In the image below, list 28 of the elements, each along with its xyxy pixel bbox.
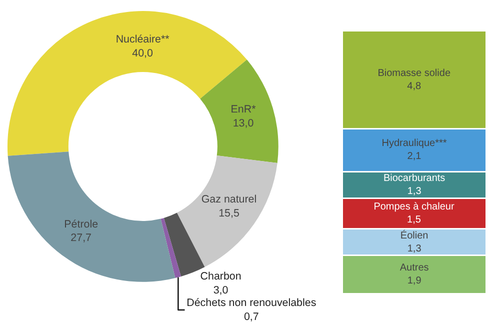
donut-slice (200, 60, 278, 163)
data-label: 27,7 (70, 232, 92, 244)
data-label: 13,0 (232, 118, 254, 130)
data-label: 15,5 (218, 207, 240, 220)
donut-slice (8, 152, 176, 282)
data-label: 1,9 (407, 276, 422, 287)
series-label: Autres (400, 262, 429, 274)
slice-label: Charbon (200, 270, 242, 283)
slice-label: Nucléaire** (116, 34, 170, 46)
series-label: Biomasse solide (378, 68, 451, 79)
slice-label: Gaz naturel (201, 194, 257, 206)
slice-label: Pétrole (64, 218, 98, 230)
data-label: 1,3 (407, 243, 422, 254)
data-label: 0,7 (244, 310, 259, 323)
series-label: Biocarburants (383, 172, 446, 184)
series-label: Hydraulique*** (382, 138, 447, 150)
data-label: 1,3 (407, 186, 422, 197)
series-label: Éolien (400, 229, 428, 242)
data-label: 4,8 (407, 80, 422, 92)
data-label: 40,0 (132, 48, 154, 60)
slice-label: EnR* (230, 104, 256, 116)
donut-slice (176, 156, 278, 267)
data-label: 3,0 (213, 284, 228, 296)
slice-label: Déchets non renouvelables (186, 296, 316, 309)
series-label: Pompes à chaleur (374, 201, 455, 212)
data-label: 2,1 (407, 151, 422, 162)
donut-slice (160, 218, 182, 278)
data-label: 1,5 (407, 214, 422, 226)
